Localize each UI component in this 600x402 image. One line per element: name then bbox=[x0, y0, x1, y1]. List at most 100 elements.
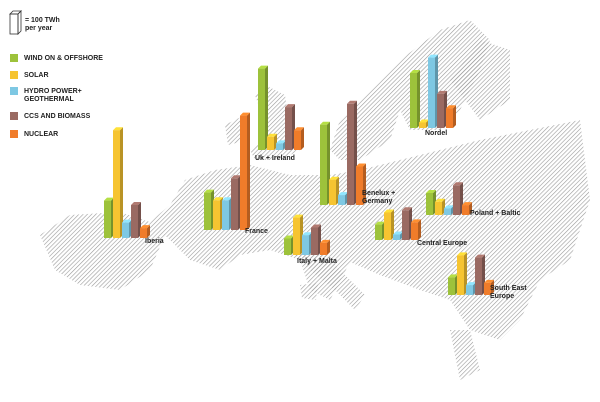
region-label: Nordel bbox=[425, 130, 448, 137]
bar-top bbox=[375, 221, 385, 225]
bar-top bbox=[338, 192, 348, 196]
bar bbox=[293, 217, 300, 255]
bar bbox=[104, 200, 111, 238]
bar bbox=[419, 122, 426, 128]
bar bbox=[320, 242, 327, 255]
bar bbox=[446, 108, 453, 128]
bar-top bbox=[466, 282, 476, 286]
bar-top bbox=[302, 232, 312, 236]
bar bbox=[475, 257, 482, 295]
bar-top bbox=[446, 105, 456, 109]
bar-top bbox=[462, 202, 472, 206]
bar bbox=[453, 185, 460, 215]
bar-top bbox=[113, 127, 123, 131]
bar bbox=[311, 227, 318, 255]
bar-top bbox=[258, 65, 268, 69]
bar-top bbox=[131, 202, 141, 205]
bar-side bbox=[265, 65, 268, 150]
bar-top bbox=[435, 198, 445, 202]
bar-side bbox=[327, 239, 330, 255]
bar bbox=[356, 166, 363, 205]
bar-top bbox=[411, 219, 421, 223]
bar-top bbox=[329, 176, 339, 180]
bar-top bbox=[140, 225, 150, 229]
bar bbox=[131, 205, 138, 238]
legend-swatch bbox=[10, 71, 18, 79]
bar bbox=[393, 234, 400, 240]
legend-label: SOLAR bbox=[24, 72, 49, 79]
bar bbox=[410, 73, 417, 128]
scale-icon bbox=[9, 10, 22, 35]
bar-top bbox=[453, 182, 463, 186]
bar bbox=[402, 210, 409, 240]
legend-label: CCS AND BIOMASS bbox=[24, 113, 91, 120]
scale-label: per year bbox=[25, 25, 53, 32]
bar bbox=[462, 205, 469, 215]
bar-top bbox=[419, 119, 429, 123]
bar-top bbox=[320, 121, 330, 125]
bar-top bbox=[444, 205, 454, 209]
bar-side bbox=[391, 209, 394, 240]
bar-top bbox=[284, 235, 294, 239]
bar-top bbox=[402, 207, 412, 211]
bar-side bbox=[247, 112, 250, 230]
region-label: Italy + Malta bbox=[297, 258, 337, 265]
bar-side bbox=[301, 127, 304, 150]
legend-label: WIND ON & OFFSHORE bbox=[24, 55, 103, 62]
bar bbox=[338, 195, 345, 205]
region-label: South East Europe bbox=[490, 285, 527, 300]
bar bbox=[140, 228, 147, 238]
bar-top bbox=[347, 100, 357, 104]
bar-side bbox=[491, 279, 494, 295]
legend-swatch bbox=[10, 87, 18, 95]
bar-top bbox=[204, 189, 214, 193]
bar-top bbox=[231, 175, 241, 179]
bar bbox=[435, 201, 442, 215]
bar-top bbox=[104, 197, 114, 201]
bar bbox=[444, 208, 451, 215]
bar bbox=[204, 192, 211, 230]
bar-side bbox=[453, 105, 456, 128]
bar-top bbox=[285, 104, 295, 108]
bar-top bbox=[448, 274, 458, 278]
bar-top bbox=[356, 163, 366, 167]
bar-side bbox=[363, 163, 366, 205]
bar-top bbox=[320, 239, 330, 243]
bar bbox=[411, 222, 418, 240]
bar bbox=[329, 179, 336, 205]
bar bbox=[258, 68, 265, 150]
bar bbox=[384, 212, 391, 240]
region-label: Uk + Ireland bbox=[255, 155, 295, 162]
bar bbox=[375, 224, 382, 240]
region-label: Benelux + Germany bbox=[362, 190, 396, 205]
bar-side bbox=[147, 225, 150, 238]
bar-side bbox=[464, 252, 467, 295]
bar-top bbox=[311, 224, 321, 228]
bar bbox=[222, 200, 229, 230]
bar bbox=[231, 178, 238, 230]
bar bbox=[240, 115, 247, 230]
bar bbox=[294, 130, 301, 150]
region-label: Iberia bbox=[145, 238, 164, 245]
bar-top bbox=[267, 133, 277, 137]
legend-label: HYDRO POWER+ GEOTHERMAL bbox=[24, 88, 82, 103]
bar-top bbox=[428, 54, 438, 58]
bar-top bbox=[213, 197, 223, 201]
bar bbox=[457, 255, 464, 295]
bar-side bbox=[469, 202, 472, 215]
region-label: Poland + Baltic bbox=[470, 210, 521, 217]
bar bbox=[484, 282, 491, 295]
bar bbox=[122, 222, 129, 238]
bar-top bbox=[384, 209, 394, 213]
bar-top bbox=[240, 112, 250, 116]
bar-top bbox=[475, 254, 485, 258]
region-label: France bbox=[245, 228, 268, 235]
region-label: Central Europe bbox=[417, 240, 468, 247]
legend-label: NUCLEAR bbox=[24, 131, 59, 138]
bar bbox=[426, 193, 433, 215]
bar-side bbox=[417, 70, 420, 128]
bar bbox=[320, 124, 327, 205]
bar-side bbox=[418, 219, 421, 240]
bar-top bbox=[457, 252, 467, 256]
bar-top bbox=[437, 90, 447, 94]
